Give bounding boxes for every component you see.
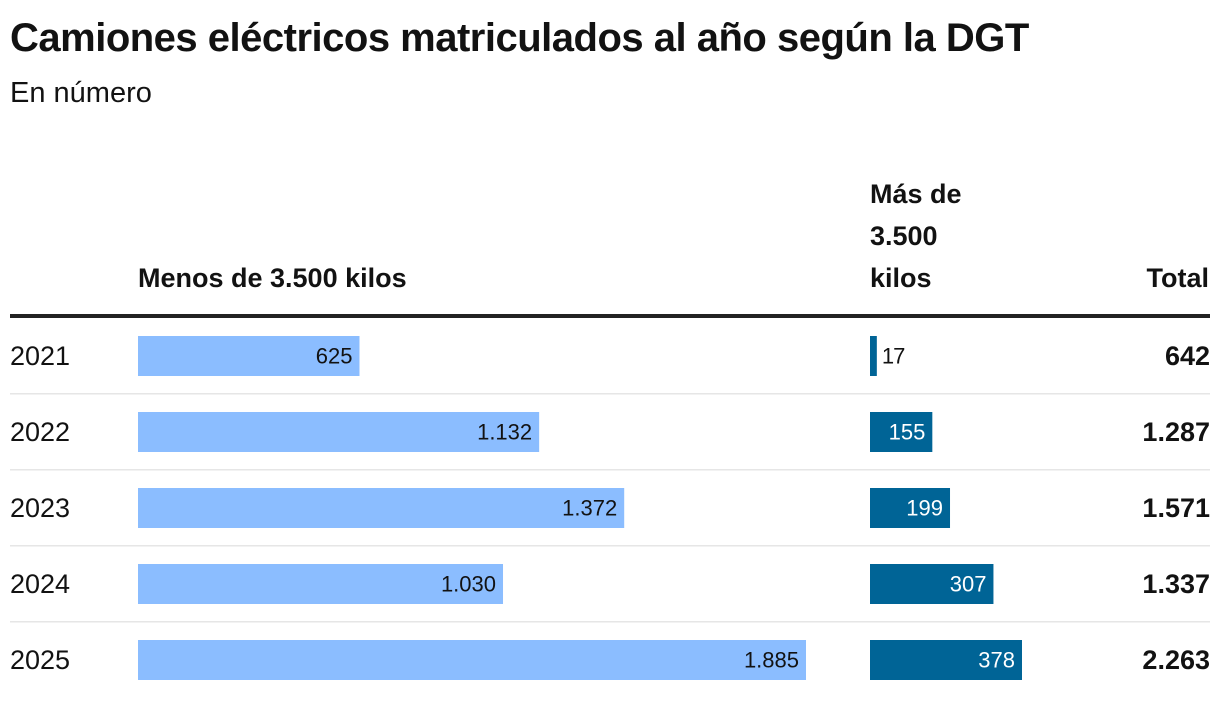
year-label: 2022 <box>10 417 70 447</box>
column-header-heavy-line: Más de <box>870 179 962 209</box>
bar-heavy <box>870 640 1022 680</box>
bar-heavy <box>870 336 877 376</box>
bar-heavy <box>870 564 994 604</box>
bar-light <box>138 336 360 376</box>
bar-light-label: 1.372 <box>562 496 617 521</box>
chart-title: Camiones eléctricos matriculados al año … <box>10 16 1029 60</box>
bar-heavy-label: 17 <box>882 344 905 369</box>
total-value: 642 <box>1165 341 1210 371</box>
chart-subtitle: En número <box>10 77 152 109</box>
bar-heavy-label: 155 <box>889 420 926 445</box>
bar-heavy <box>870 412 933 452</box>
bar-heavy-label: 378 <box>978 648 1015 673</box>
bar-light-label: 625 <box>316 344 353 369</box>
column-header-heavy: Más de 3.500 kilos <box>870 173 990 299</box>
bar-light <box>138 488 625 528</box>
total-value: 1.287 <box>1142 417 1210 447</box>
bar-heavy <box>870 488 951 528</box>
row-divider <box>10 545 1210 547</box>
year-label: 2023 <box>10 493 70 523</box>
row-divider <box>10 469 1210 471</box>
bar-light <box>138 412 540 452</box>
bar-light-label: 1.885 <box>744 648 799 673</box>
bar-light-label: 1.132 <box>477 420 532 445</box>
header-rule <box>10 314 1210 318</box>
total-value: 2.263 <box>1142 645 1210 675</box>
column-header-light: Menos de 3.500 kilos <box>138 263 407 293</box>
column-header-heavy-line: kilos <box>870 263 932 293</box>
column-header-heavy-line: 3.500 <box>870 221 938 251</box>
row-divider <box>10 393 1210 395</box>
bar-light-label: 1.030 <box>441 572 496 597</box>
row-divider <box>10 621 1210 623</box>
total-value: 1.571 <box>1142 493 1210 523</box>
year-label: 2021 <box>10 341 70 371</box>
total-value: 1.337 <box>1142 569 1210 599</box>
bar-light <box>138 640 806 680</box>
bar-heavy-label: 307 <box>950 572 987 597</box>
year-label: 2024 <box>10 569 70 599</box>
bar-heavy-label: 199 <box>906 496 943 521</box>
year-label: 2025 <box>10 645 70 675</box>
column-header-total: Total <box>1146 263 1210 293</box>
bar-light <box>138 564 504 604</box>
